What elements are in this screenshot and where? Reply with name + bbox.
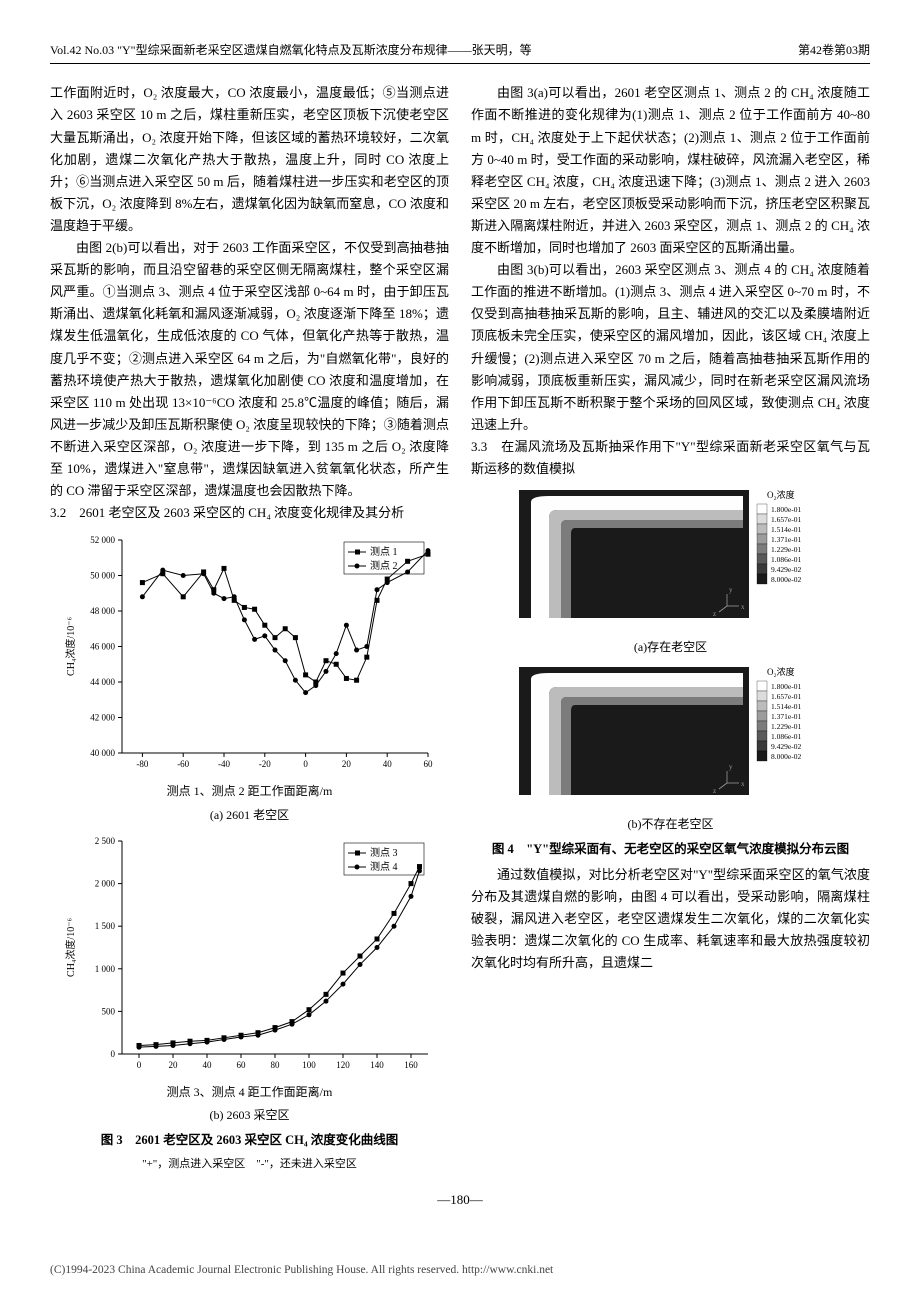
chart-a: -80 -60 -40 -20 0 20 40 60 40 000 42 000 44 000 46 … xyxy=(60,530,440,775)
svg-text:20: 20 xyxy=(168,1060,178,1070)
svg-text:x: x xyxy=(741,603,745,611)
svg-text:46 000: 46 000 xyxy=(90,642,115,652)
svg-text:40 000: 40 000 xyxy=(90,748,115,758)
svg-text:-60: -60 xyxy=(177,759,189,769)
sim-b: y x z O₂浓度 1.800e-011.657e-011.514e-011.3… xyxy=(511,661,831,811)
svg-text:z: z xyxy=(713,610,716,618)
svg-text:0: 0 xyxy=(303,759,308,769)
svg-text:测点 1: 测点 1 xyxy=(370,545,398,558)
svg-text:120: 120 xyxy=(336,1060,350,1070)
svg-text:2 500: 2 500 xyxy=(94,836,115,846)
svg-text:1.229e-01: 1.229e-01 xyxy=(771,722,801,731)
svg-text:-20: -20 xyxy=(258,759,270,769)
page-header: Vol.42 No.03 "Y"型综采面新老采空区遗煤自燃氧化特点及瓦斯浓度分布… xyxy=(50,40,870,64)
svg-text:1.800e-01: 1.800e-01 xyxy=(771,682,801,691)
header-right: 第42卷第03期 xyxy=(798,40,870,60)
svg-text:-40: -40 xyxy=(218,759,230,769)
svg-text:50 000: 50 000 xyxy=(90,571,115,581)
header-left: Vol.42 No.03 "Y"型综采面新老采空区遗煤自燃氧化特点及瓦斯浓度分布… xyxy=(50,40,532,60)
chart-b-xlabel: 测点 3、测点 4 距工作面距离/m xyxy=(50,1082,449,1102)
fig4-label: 图 4 "Y"型综采面有、无老空区的采空区氧气浓度模拟分布云图 xyxy=(471,839,870,860)
svg-text:y: y xyxy=(729,586,733,594)
svg-text:1.514e-01: 1.514e-01 xyxy=(771,525,801,534)
svg-text:1 500: 1 500 xyxy=(94,921,115,931)
svg-text:1 000: 1 000 xyxy=(94,964,115,974)
chart-a-xlabel: 测点 1、测点 2 距工作面距离/m xyxy=(50,781,449,801)
svg-text:20: 20 xyxy=(341,759,351,769)
svg-text:O₂浓度: O₂浓度 xyxy=(767,666,795,677)
sec-3-2-heading: 3.2 2601 老空区及 2603 采空区的 CH₄ 浓度变化规律及其分析 xyxy=(50,502,449,524)
svg-text:测点 3: 测点 3 xyxy=(370,846,398,859)
sec-3-3-num: 3.3 xyxy=(471,439,487,454)
svg-text:1.371e-01: 1.371e-01 xyxy=(771,535,801,544)
svg-text:100: 100 xyxy=(302,1060,316,1070)
svg-text:160: 160 xyxy=(404,1060,418,1070)
svg-text:44 000: 44 000 xyxy=(90,677,115,687)
left-p2: 由图 2(b)可以看出，对于 2603 工作面采空区，不仅受到高抽巷抽采瓦斯的影… xyxy=(50,237,449,502)
svg-text:9.429e-02: 9.429e-02 xyxy=(771,742,801,751)
left-column: 工作面附近时，O₂ 浓度最大，CO 浓度最小，温度最低；⑤当测点进入 2603 … xyxy=(50,82,449,1176)
svg-text:2 000: 2 000 xyxy=(94,879,115,889)
svg-text:140: 140 xyxy=(370,1060,384,1070)
svg-text:40: 40 xyxy=(202,1060,212,1070)
sim-a-label: (a)存在老空区 xyxy=(471,637,870,657)
svg-text:x: x xyxy=(741,780,745,788)
chart-b: 0 20 40 60 80 100 120 140 160 0 500 1 000 1 500 2 000… xyxy=(60,831,440,1076)
svg-text:1.514e-01: 1.514e-01 xyxy=(771,702,801,711)
svg-text:52 000: 52 000 xyxy=(90,535,115,545)
svg-text:O₂浓度: O₂浓度 xyxy=(767,489,795,500)
svg-text:1.657e-01: 1.657e-01 xyxy=(771,515,801,524)
sec-3-3-title: 在漏风流场及瓦斯抽采作用下"Y"型综采面新老采空区氧气与瓦斯运移的数值模拟 xyxy=(471,439,870,476)
svg-text:1.086e-01: 1.086e-01 xyxy=(771,555,801,564)
svg-text:1.657e-01: 1.657e-01 xyxy=(771,692,801,701)
sim-a: y x z O₂浓度 1.800e-011.657e-011.514e-011.3… xyxy=(511,484,831,634)
sim-b-label: (b)不存在老空区 xyxy=(471,814,870,834)
page-number: —180— xyxy=(50,1189,870,1211)
right-p2: 由图 3(b)可以看出，2603 采空区测点 3、测点 4 的 CH₄ 浓度随着… xyxy=(471,259,870,436)
svg-text:0: 0 xyxy=(136,1060,141,1070)
svg-text:CH₄浓度/10⁻⁶: CH₄浓度/10⁻⁶ xyxy=(64,617,77,676)
svg-text:0: 0 xyxy=(110,1049,115,1059)
right-p3: 通过数值模拟，对比分析老空区对"Y"型综采面采空区的氧气浓度分布及其遗煤自燃的影… xyxy=(471,864,870,974)
svg-text:1.800e-01: 1.800e-01 xyxy=(771,505,801,514)
left-p1: 工作面附近时，O₂ 浓度最大，CO 浓度最小，温度最低；⑤当测点进入 2603 … xyxy=(50,82,449,237)
svg-text:8.000e-02: 8.000e-02 xyxy=(771,752,801,761)
svg-text:60: 60 xyxy=(236,1060,246,1070)
fig3-note: "+"，测点进入采空区 "-"，还未进入采空区 xyxy=(50,1155,449,1174)
svg-text:42 000: 42 000 xyxy=(90,713,115,723)
svg-text:500: 500 xyxy=(101,1006,115,1016)
svg-text:40: 40 xyxy=(382,759,392,769)
svg-text:-80: -80 xyxy=(136,759,148,769)
svg-text:8.000e-02: 8.000e-02 xyxy=(771,575,801,584)
svg-text:1.229e-01: 1.229e-01 xyxy=(771,545,801,554)
svg-text:测点 4: 测点 4 xyxy=(370,860,398,873)
svg-text:1.371e-01: 1.371e-01 xyxy=(771,712,801,721)
svg-text:CH₄浓度/10⁻⁶: CH₄浓度/10⁻⁶ xyxy=(64,918,77,977)
svg-text:80: 80 xyxy=(270,1060,280,1070)
right-p1: 由图 3(a)可以看出，2601 老空区测点 1、测点 2 的 CH₄ 浓度随工… xyxy=(471,82,870,259)
svg-text:1.086e-01: 1.086e-01 xyxy=(771,732,801,741)
chart-b-title: (b) 2603 采空区 xyxy=(50,1105,449,1125)
svg-text:48 000: 48 000 xyxy=(90,606,115,616)
svg-text:y: y xyxy=(729,763,733,771)
svg-text:9.429e-02: 9.429e-02 xyxy=(771,565,801,574)
svg-text:60: 60 xyxy=(423,759,433,769)
content-columns: 工作面附近时，O₂ 浓度最大，CO 浓度最小，温度最低；⑤当测点进入 2603 … xyxy=(50,82,870,1176)
right-column: 由图 3(a)可以看出，2601 老空区测点 1、测点 2 的 CH₄ 浓度随工… xyxy=(471,82,870,1176)
svg-text:z: z xyxy=(713,787,716,795)
sec-3-2-num: 3.2 xyxy=(50,505,66,520)
sec-3-3-heading: 3.3 在漏风流场及瓦斯抽采作用下"Y"型综采面新老采空区氧气与瓦斯运移的数值模… xyxy=(471,436,870,480)
copyright: (C)1994-2023 China Academic Journal Elec… xyxy=(50,1261,870,1281)
fig3-label: 图 3 2601 老空区及 2603 采空区 CH₄ 浓度变化曲线图 xyxy=(50,1130,449,1151)
svg-text:测点 2: 测点 2 xyxy=(370,559,398,572)
chart-a-title: (a) 2601 老空区 xyxy=(50,805,449,825)
sec-3-2-title: 2601 老空区及 2603 采空区的 CH₄ 浓度变化规律及其分析 xyxy=(79,505,404,520)
